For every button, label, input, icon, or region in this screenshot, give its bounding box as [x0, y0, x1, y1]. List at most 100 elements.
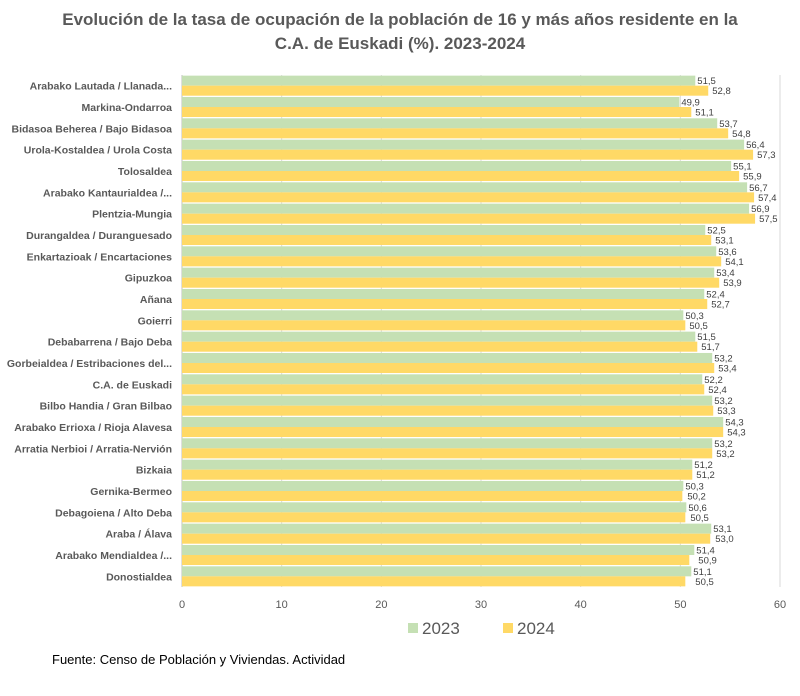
bar-2023	[182, 544, 695, 555]
bar-2023	[182, 267, 715, 278]
bar-2023	[182, 246, 717, 257]
data-label-2023: 50,3	[685, 482, 704, 493]
bar-2024	[182, 85, 709, 96]
data-label-2023: 51,5	[697, 76, 716, 87]
data-label-2023: 56,9	[751, 204, 770, 215]
source-note: Fuente: Censo de Población y Viviendas. …	[52, 652, 346, 667]
bar-2023	[182, 480, 684, 491]
category-label: Araba / Álava	[105, 528, 172, 541]
bar-2023	[182, 224, 706, 235]
bar-2023	[182, 459, 693, 470]
legend-swatch-2023	[408, 623, 418, 633]
data-label-2023: 53,2	[714, 396, 733, 407]
category-label: Arabako Lautada / Llanada...	[30, 81, 172, 93]
data-label-2024: 51,2	[696, 470, 715, 481]
legend-swatch-2024	[503, 623, 513, 633]
legend: 2023 2024	[408, 619, 555, 638]
data-label-2023: 52,5	[707, 226, 726, 237]
data-label-2024: 50,2	[687, 492, 706, 503]
bar-2023	[182, 96, 680, 107]
legend-label-2023: 2023	[422, 619, 460, 638]
data-label-2024: 53,1	[715, 236, 734, 247]
category-label: Bidasoa Beherea / Bajo Bidasoa	[12, 123, 173, 135]
category-label: Añana	[140, 294, 172, 306]
data-label-2024: 52,7	[711, 300, 730, 311]
bar-2023	[182, 395, 713, 406]
category-label: Gipuzkoa	[125, 273, 172, 285]
bar-2023	[182, 523, 712, 534]
data-label-2023: 53,1	[713, 524, 732, 535]
bar-2023	[182, 374, 703, 385]
data-label-2023: 53,6	[718, 247, 737, 258]
bar-2023	[182, 203, 750, 214]
x-tick-label: 0	[179, 599, 185, 611]
category-label: Arabako Errioxa / Rioja Alavesa	[14, 422, 172, 434]
bar-2024	[182, 491, 683, 502]
data-label-2024: 51,7	[701, 342, 720, 353]
bar-2024	[182, 149, 754, 160]
data-label-2024: 57,3	[757, 150, 776, 161]
data-label-2023: 51,5	[697, 332, 716, 343]
x-tick-label: 20	[375, 599, 387, 611]
bar-2023	[182, 182, 748, 193]
data-label-2024: 52,8	[712, 86, 731, 97]
data-label-2024: 55,9	[743, 172, 762, 183]
data-label-2023: 53,2	[714, 439, 733, 450]
data-label-2024: 53,4	[718, 364, 737, 375]
bar-2024	[182, 512, 686, 523]
x-tick-label: 30	[475, 599, 487, 611]
bar-2023	[182, 331, 696, 342]
data-label-2024: 57,4	[758, 193, 777, 204]
data-label-2023: 50,6	[688, 503, 707, 514]
data-label-2024: 54,3	[727, 428, 746, 439]
data-label-2024: 51,1	[695, 108, 714, 119]
data-label-2024: 50,5	[690, 513, 709, 524]
bar-2024	[182, 555, 690, 566]
category-label: Arabako Mendialdea /...	[55, 550, 172, 562]
category-label: Arratia Nerbioi / Arratia-Nervión	[14, 443, 172, 455]
category-label: Enkartazioak / Encartaciones	[27, 251, 172, 263]
data-label-2023: 53,4	[716, 268, 735, 279]
data-label-2023: 55,1	[733, 162, 752, 173]
category-label: Debagoiena / Alto Deba	[55, 507, 172, 519]
data-label-2023: 52,4	[706, 290, 725, 301]
gridlines	[181, 75, 781, 587]
data-label-2024: 53,9	[723, 278, 742, 289]
category-label: Tolosaldea	[118, 166, 172, 178]
x-tick-label: 60	[774, 599, 786, 611]
x-tick-label: 50	[674, 599, 686, 611]
data-label-2024: 53,2	[716, 449, 735, 460]
data-label-2024: 54,8	[732, 129, 751, 140]
category-label: Goierri	[138, 315, 173, 327]
bar-2024	[182, 277, 720, 288]
category-label: Plentzia-Mungia	[92, 209, 172, 221]
bar-2024	[182, 576, 686, 587]
bar-2023	[182, 118, 718, 129]
chart-title-line-1: Evolución de la tasa de ocupación de la …	[62, 10, 738, 29]
bar-2023	[182, 288, 705, 299]
data-label-2024: 57,5	[759, 214, 778, 225]
bar-2024	[182, 128, 729, 139]
bar-2023	[182, 310, 684, 321]
category-labels: Arabako Lautada / Llanada... Markina-Onda…	[7, 81, 172, 584]
x-tick-label: 10	[276, 599, 288, 611]
category-label: Urola-Kostaldea / Urola Costa	[24, 145, 172, 157]
bar-2024	[182, 299, 708, 310]
data-label-2023: 53,2	[714, 354, 733, 365]
bar-2024	[182, 213, 756, 224]
category-label: Gernika-Bermeo	[90, 486, 172, 498]
category-label: Bilbo Handia / Gran Bilbao	[40, 401, 172, 413]
data-label-2023: 49,9	[681, 98, 700, 109]
category-label: Markina-Ondarroa	[82, 102, 173, 114]
bar-2024	[182, 533, 711, 544]
data-label-2024: 50,5	[689, 321, 708, 332]
category-label: Debabarrena / Bajo Deba	[48, 337, 172, 349]
data-label-2023: 51,2	[694, 460, 713, 471]
bar-2023	[182, 502, 687, 513]
category-label: Durangaldea / Duranguesado	[26, 230, 172, 242]
category-label: Bizkaia	[136, 465, 172, 477]
category-label: Gorbeialdea / Estribaciones del...	[7, 358, 172, 370]
data-label-2024: 50,9	[698, 556, 717, 567]
bar-2023	[182, 160, 732, 171]
